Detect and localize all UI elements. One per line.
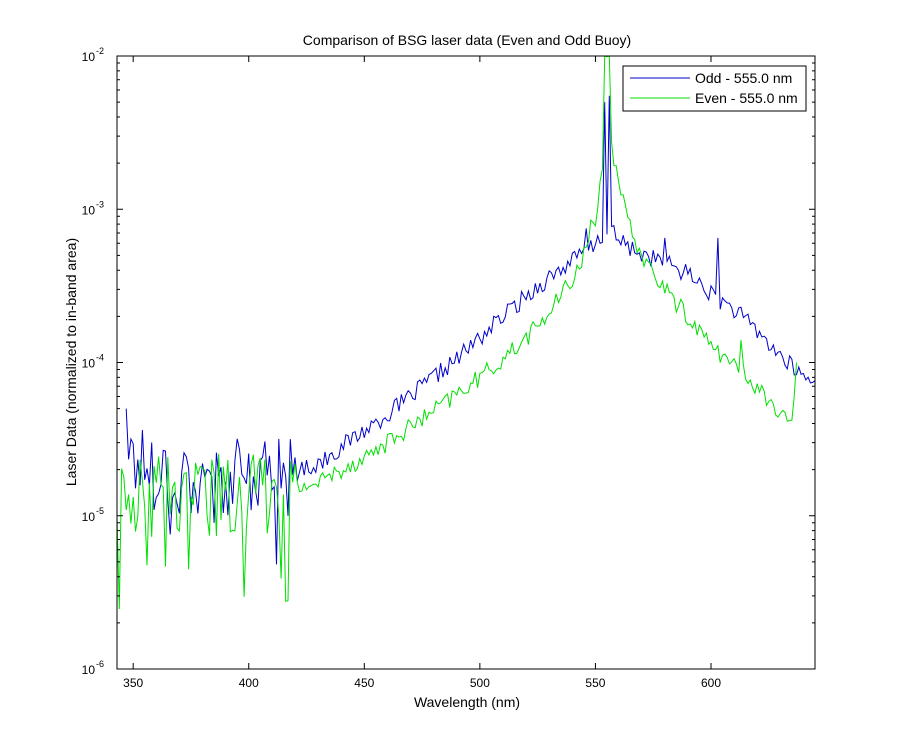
x-axis-label: Wavelength (nm): [414, 694, 520, 710]
legend: Odd - 555.0 nm Even - 555.0 nm: [622, 65, 807, 112]
legend-label-even: Even - 555.0 nm: [695, 90, 798, 106]
x-tick-label: 400: [239, 676, 259, 690]
plot-frame: [116, 55, 816, 670]
series-line-1: [117, 56, 797, 610]
y-tick-exponent: -4: [96, 353, 104, 363]
series-line-0: [125, 95, 815, 565]
y-tick-exponent: -2: [96, 46, 104, 56]
x-tick-label: 350: [123, 676, 143, 690]
y-tick-exponent: -6: [96, 659, 104, 669]
y-tick-exponent: -5: [96, 506, 104, 516]
chart-title: Comparison of BSG laser data (Even and O…: [303, 32, 631, 48]
x-tick-label: 600: [701, 676, 721, 690]
plot-area: [117, 56, 815, 669]
legend-box: [622, 65, 807, 112]
series-layer: [117, 56, 815, 610]
y-tick-label: 10: [82, 510, 96, 524]
x-tick-label: 450: [354, 676, 374, 690]
y-axis-label: Laser Data (normalized to in-band area): [63, 238, 79, 486]
y-tick-label: 10: [82, 663, 96, 677]
y-tick-label: 10: [82, 50, 96, 64]
legend-label-odd: Odd - 555.0 nm: [695, 70, 792, 86]
y-tick-label: 10: [82, 357, 96, 371]
x-tick-label: 500: [470, 676, 490, 690]
x-tick-label: 550: [585, 676, 605, 690]
y-tick-exponent: -3: [96, 199, 104, 209]
y-tick-label: 10: [82, 203, 96, 217]
